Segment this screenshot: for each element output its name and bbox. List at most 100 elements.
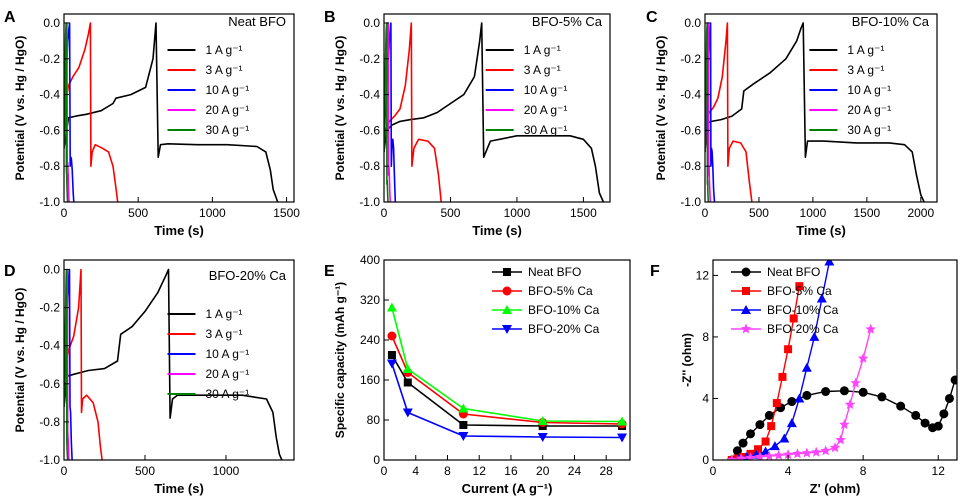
legend-marker (502, 305, 512, 314)
panel-title: BFO-5% Ca (532, 14, 603, 29)
data-point (403, 378, 412, 387)
data-point (459, 421, 468, 429)
legend-label: 1 A g⁻¹ (847, 43, 884, 57)
y-tick-label: 4 (702, 391, 709, 405)
legend-marker (741, 305, 751, 314)
legend-label: 3 A g⁻¹ (206, 327, 243, 341)
legend-marker (502, 325, 512, 334)
data-point (387, 331, 397, 341)
plot-area (386, 302, 628, 443)
legend-marker (742, 287, 750, 295)
y-tick-label: -0.8 (680, 159, 701, 173)
y-tick-label: 0.0 (363, 16, 380, 30)
legend-label: 3 A g⁻¹ (847, 63, 884, 77)
x-tick-label: 1000 (504, 206, 531, 220)
panel-letter: E (324, 263, 335, 280)
plot-frame (63, 259, 295, 461)
x-tick-label: 4 (412, 464, 419, 478)
data-point (809, 331, 820, 341)
x-axis-label: Time (s) (154, 223, 204, 238)
series-line (384, 22, 605, 202)
y-tick-label: -0.4 (359, 88, 380, 102)
x-tick-label: 0 (381, 464, 388, 478)
legend-marker (503, 268, 511, 276)
legend-label: BFO-10% Ca (767, 303, 839, 317)
plot-frame (704, 13, 938, 203)
series-line (64, 22, 69, 202)
legend-label: 3 A g⁻¹ (524, 63, 561, 77)
panel-letter: C (646, 9, 658, 26)
legend-label: 1 A g⁻¹ (524, 43, 561, 57)
y-tick-label: 400 (360, 253, 380, 267)
data-point (950, 375, 957, 385)
data-point (402, 364, 413, 373)
y-tick-label: -1.0 (359, 195, 380, 209)
data-point (779, 433, 790, 443)
x-axis-label: Time (s) (796, 223, 846, 238)
data-point (865, 323, 876, 334)
data-point (764, 450, 775, 460)
plot-frame (63, 13, 295, 203)
data-point (801, 362, 812, 372)
data-point (816, 293, 827, 303)
data-point (787, 397, 797, 407)
data-point (754, 451, 766, 460)
y-tick-label: -0.8 (39, 159, 60, 173)
x-tick-label: 4 (785, 464, 792, 478)
x-tick-label: 12 (473, 464, 487, 478)
data-point (387, 351, 396, 359)
legend-label: 1 A g⁻¹ (206, 307, 243, 321)
panel-letter: F (650, 263, 660, 280)
y-tick-label: 0.0 (43, 263, 60, 277)
plot-frame (712, 259, 958, 461)
y-tick-label: -0.6 (359, 123, 380, 137)
legend-label: 10 A g⁻¹ (206, 83, 250, 97)
y-tick-label: -1.0 (39, 453, 60, 467)
x-tick-label: 1500 (273, 206, 300, 220)
y-tick-label: -0.2 (680, 52, 701, 66)
y-tick-label: -0.6 (39, 377, 60, 391)
data-point (839, 419, 850, 430)
data-point (933, 421, 943, 431)
series-line (705, 22, 753, 202)
panel-title: BFO-10% Ca (852, 14, 930, 29)
series-line (731, 329, 872, 460)
plot-frame (383, 259, 631, 461)
y-tick-label: 0.0 (43, 16, 60, 30)
x-tick-label: 500 (135, 464, 155, 478)
x-axis-label: Z' (ohm) (810, 481, 861, 496)
legend-label: 10 A g⁻¹ (206, 347, 250, 361)
series-line (64, 268, 283, 460)
legend-label: 1 A g⁻¹ (206, 43, 243, 57)
x-tick-label: 0 (381, 206, 388, 220)
data-point (944, 393, 954, 403)
data-point (754, 445, 763, 454)
data-point (773, 449, 784, 460)
series-line (64, 268, 103, 460)
legend-marker (740, 323, 752, 334)
series-line (391, 335, 623, 425)
data-point (801, 447, 813, 458)
data-point (939, 409, 949, 419)
data-point (761, 437, 770, 446)
x-tick-label: 16 (504, 464, 518, 478)
data-point (820, 445, 831, 456)
legend-label: BFO-20% Ca (767, 322, 839, 336)
x-tick-label: 0 (702, 206, 709, 220)
legend-marker (741, 267, 751, 277)
legend-label: 20 A g⁻¹ (847, 103, 891, 117)
x-tick-label: 24 (568, 464, 582, 478)
data-point (789, 314, 798, 323)
legend-label: Neat BFO (767, 265, 820, 279)
data-point (738, 438, 748, 448)
x-tick-label: 0 (61, 464, 68, 478)
data-point (402, 408, 413, 418)
data-point (735, 453, 747, 460)
y-axis-label: Potential (V vs. Hg / HgO) (13, 36, 27, 181)
data-point (792, 448, 803, 459)
x-tick-label: 0 (61, 206, 68, 220)
x-tick-label: 500 (749, 206, 769, 220)
y-tick-label: 0.0 (684, 16, 701, 30)
plot-area (64, 22, 279, 202)
y-tick-label: 12 (696, 268, 710, 282)
